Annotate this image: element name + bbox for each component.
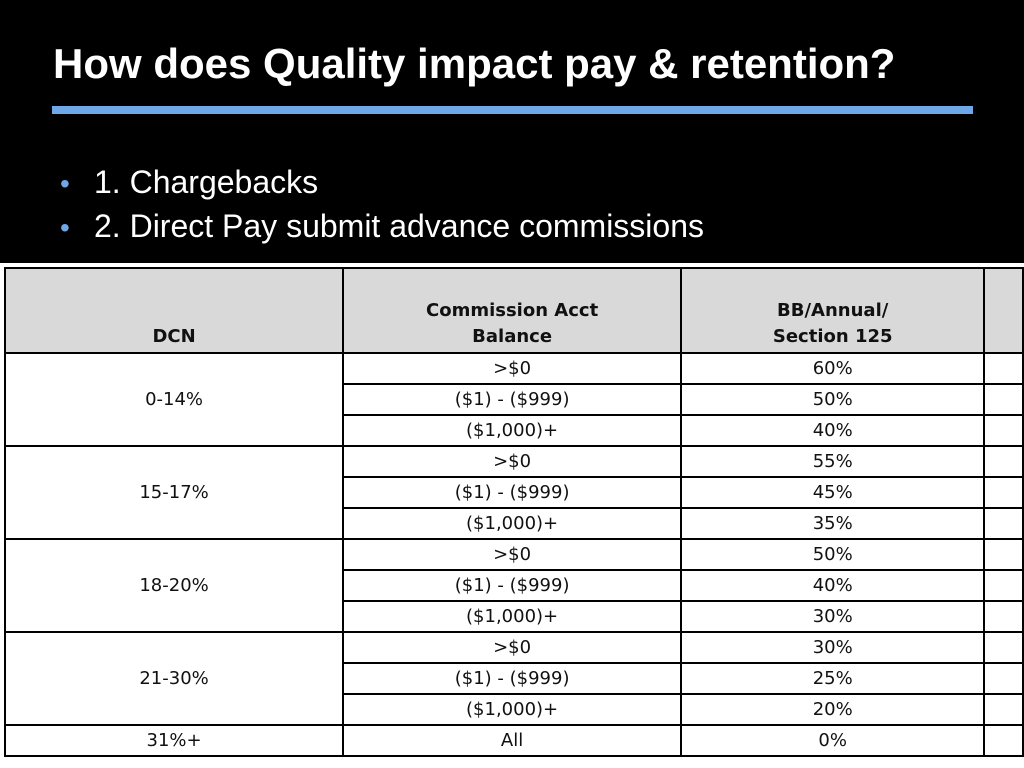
table-row: ($1,000)+ 40% — [5, 414, 1024, 447]
header-bb-annual-section125: BB/Annual/ Section 125 — [680, 267, 986, 354]
bullet-list: • 1. Chargebacks • 2. Direct Pay submit ad… — [60, 160, 704, 248]
table-row: 15-17% >$0 55% — [3, 445, 1024, 540]
cut-off-cell — [983, 414, 1024, 447]
table-row: ($1,000)+ 35% — [5, 507, 1024, 540]
table-area: DCN Commission Acct Balance BB/Annual/ S… — [0, 263, 1024, 768]
balance-cell: ($1) - ($999) — [342, 662, 683, 695]
balance-cell: ($1,000)+ — [342, 600, 683, 633]
bullet-item-chargebacks: • 1. Chargebacks — [60, 160, 704, 204]
table-row: ($1,000)+ 30% — [5, 600, 1024, 633]
table-header-row: DCN Commission Acct Balance BB/Annual/ S… — [3, 267, 1024, 354]
table-row: 31%+ All 0% — [3, 724, 1024, 757]
commission-table: DCN Commission Acct Balance BB/Annual/ S… — [3, 267, 1024, 757]
header-commission-balance: Commission Acct Balance — [342, 267, 683, 354]
rate-cell: 0% — [680, 724, 986, 757]
dcn-cell: 0-14% — [3, 352, 345, 447]
table-row: ($1) - ($999) 40% — [5, 569, 1024, 602]
rate-cell: 60% — [680, 352, 986, 385]
dcn-cell: 18-20% — [3, 538, 345, 633]
header-balance-line2: Balance — [472, 326, 553, 347]
header-cut-off-column — [983, 267, 1024, 354]
dcn-cell: 31%+ — [3, 724, 345, 757]
cut-off-cell — [983, 538, 1024, 571]
bullet-item-direct-pay: • 2. Direct Pay submit advance commission… — [60, 204, 704, 248]
header-dcn: DCN — [3, 267, 345, 354]
rate-cell: 30% — [680, 600, 986, 633]
cut-off-cell — [983, 693, 1024, 726]
cut-off-cell — [983, 724, 1024, 757]
bullet-dot-icon: • — [60, 212, 70, 243]
rate-cell: 50% — [680, 538, 986, 571]
rate-cell: 25% — [680, 662, 986, 695]
slide-title: How does Quality impact pay & retention? — [53, 40, 896, 87]
header-bb-line1: BB/Annual/ — [777, 300, 889, 321]
header-bb-line2: Section 125 — [772, 326, 893, 347]
bullet-text: 1. Chargebacks — [94, 164, 319, 200]
table-row: 21-30% >$0 30% — [3, 631, 1024, 726]
cut-off-cell — [983, 445, 1024, 478]
balance-cell: ($1) - ($999) — [342, 569, 683, 602]
table-row: 0-14% >$0 60% — [3, 352, 1024, 447]
cut-off-cell — [983, 662, 1024, 695]
table-row: ($1) - ($999) 50% — [5, 383, 1024, 416]
balance-cell: ($1) - ($999) — [342, 383, 683, 416]
balance-cell: ($1,000)+ — [342, 693, 683, 726]
cut-off-cell — [983, 476, 1024, 509]
cut-off-cell — [983, 600, 1024, 633]
balance-cell: >$0 — [342, 631, 683, 664]
bullet-dot-icon: • — [60, 168, 70, 199]
balance-cell: ($1) - ($999) — [342, 476, 683, 509]
header-balance-line1: Commission Acct — [426, 300, 599, 321]
header-dcn-label: DCN — [152, 326, 196, 347]
bullet-text: 2. Direct Pay submit advance commissions — [94, 208, 704, 244]
rate-cell: 35% — [680, 507, 986, 540]
cut-off-cell — [983, 383, 1024, 416]
balance-cell: >$0 — [342, 352, 683, 385]
cut-off-cell — [983, 507, 1024, 540]
balance-cell: ($1,000)+ — [342, 414, 683, 447]
cut-off-cell — [983, 352, 1024, 385]
rate-cell: 55% — [680, 445, 986, 478]
rate-cell: 40% — [680, 414, 986, 447]
table-row: ($1) - ($999) 45% — [5, 476, 1024, 509]
cut-off-cell — [983, 569, 1024, 602]
balance-cell: >$0 — [342, 538, 683, 571]
rate-cell: 40% — [680, 569, 986, 602]
table-row: 18-20% >$0 50% — [3, 538, 1024, 633]
table-row: ($1,000)+ 20% — [5, 693, 1024, 726]
rate-cell: 45% — [680, 476, 986, 509]
rate-cell: 50% — [680, 383, 986, 416]
balance-cell: >$0 — [342, 445, 683, 478]
cut-off-cell — [983, 631, 1024, 664]
balance-cell: ($1,000)+ — [342, 507, 683, 540]
table-row: ($1) - ($999) 25% — [5, 662, 1024, 695]
rate-cell: 30% — [680, 631, 986, 664]
dcn-cell: 15-17% — [3, 445, 345, 540]
balance-cell: All — [342, 724, 683, 757]
title-underline — [52, 106, 973, 114]
dcn-cell: 21-30% — [3, 631, 345, 726]
rate-cell: 20% — [680, 693, 986, 726]
